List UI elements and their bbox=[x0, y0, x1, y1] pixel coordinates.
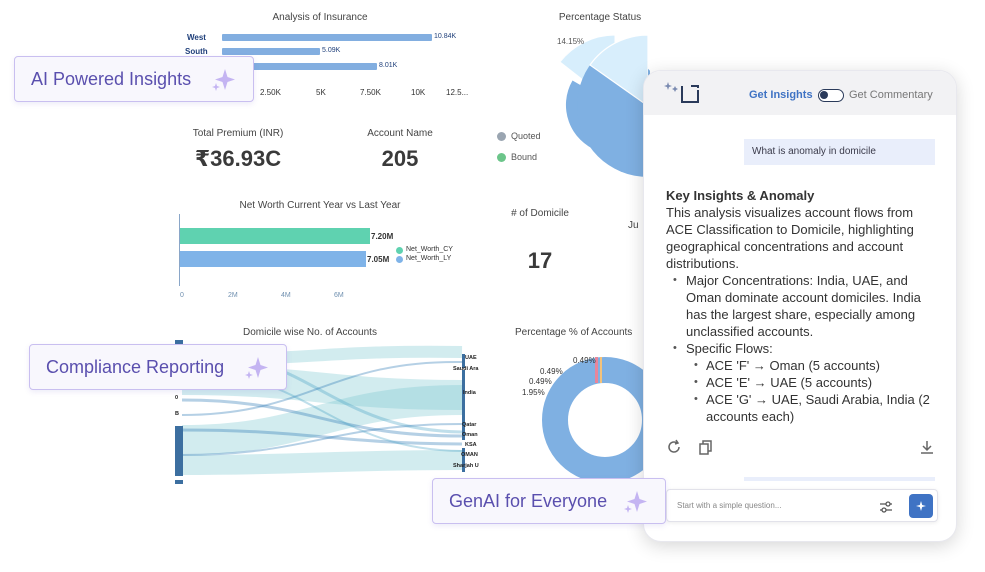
net-worth-tick: 6M bbox=[334, 292, 344, 299]
sparkle-send-icon bbox=[916, 501, 926, 511]
net-worth-value-cy: 7.20M bbox=[371, 232, 394, 241]
account-name-label: Account Name bbox=[367, 128, 433, 139]
donut-label: 1.95% bbox=[522, 388, 545, 397]
percentage-status-pie-full bbox=[577, 35, 648, 177]
ai-insights-pill: AI Powered Insights bbox=[14, 56, 254, 102]
copy-icon[interactable] bbox=[698, 439, 714, 455]
insurance-tick: 2.50K bbox=[260, 88, 281, 97]
question-input[interactable]: Start with a simple question... bbox=[677, 501, 782, 510]
domicile-count-label: # of Domicile bbox=[511, 208, 569, 219]
net-worth-tick: 0 bbox=[180, 292, 184, 299]
donut-label: 0.49% bbox=[573, 356, 596, 365]
partial-kpi-label: Ju bbox=[628, 220, 639, 231]
accounts-donut[interactable] bbox=[540, 355, 650, 485]
send-button[interactable] bbox=[909, 494, 933, 518]
legend-dot-bound bbox=[497, 153, 506, 162]
tab-get-insights[interactable]: Get Insights bbox=[749, 89, 813, 101]
regenerate-icon[interactable] bbox=[666, 439, 682, 455]
compliance-pill-label: Compliance Reporting bbox=[46, 356, 225, 377]
answer-bullet-flows: Specific Flows: bbox=[666, 340, 938, 357]
net-worth-axis bbox=[179, 214, 180, 286]
total-premium-label: Total Premium (INR) bbox=[192, 128, 284, 139]
net-worth-tick: 2M bbox=[228, 292, 238, 299]
net-worth-bar-cy[interactable] bbox=[180, 228, 370, 244]
sankey-right-label: India bbox=[463, 390, 476, 396]
net-worth-tick: 4M bbox=[281, 292, 291, 299]
domicile-count-value: 17 bbox=[527, 248, 553, 273]
sankey-left-label: B bbox=[175, 411, 179, 417]
legend-label-cy: Net_Worth_CY bbox=[406, 246, 453, 253]
percentage-status-title: Percentage Status bbox=[558, 12, 642, 23]
total-premium-value: ₹36.93C bbox=[194, 146, 282, 171]
insights-answer: Key Insights & Anomaly This analysis vis… bbox=[666, 187, 938, 425]
legend-dot-cy bbox=[396, 247, 403, 254]
insurance-tick: 12.5... bbox=[446, 88, 469, 97]
ai-insights-pill-label: AI Powered Insights bbox=[31, 68, 192, 89]
insurance-tick: 5K bbox=[316, 88, 326, 97]
legend-dot-quoted bbox=[497, 132, 506, 141]
sankey-right-label: UAE bbox=[465, 355, 477, 361]
insurance-chart-title: Analysis of Insurance bbox=[272, 12, 368, 23]
sankey-right-label: OMAN bbox=[461, 452, 478, 458]
next-message-strip bbox=[744, 477, 935, 481]
donut-title: Percentage % of Accounts bbox=[515, 327, 633, 338]
sparkle-icon bbox=[245, 357, 268, 379]
net-worth-value-ly: 7.05M bbox=[367, 255, 390, 264]
question-input-box[interactable]: Start with a simple question... bbox=[666, 489, 938, 522]
genai-pill-label: GenAI for Everyone bbox=[449, 490, 608, 511]
pie-slice-label: 14.15% bbox=[557, 37, 585, 46]
insurance-bar-label-south: South bbox=[185, 47, 208, 56]
answer-intro: This analysis visualizes account flows f… bbox=[666, 205, 914, 271]
sparkle-icon bbox=[212, 69, 235, 91]
sankey-right-label: Sharjah U bbox=[453, 463, 479, 469]
panel-header: Get Insights Get Commentary bbox=[644, 71, 956, 115]
net-worth-bar-ly[interactable] bbox=[180, 251, 366, 267]
insurance-bar-south[interactable] bbox=[222, 48, 320, 55]
legend-dot-ly bbox=[396, 256, 403, 263]
insurance-bar-value-south: 5.09K bbox=[322, 47, 341, 54]
answer-flow-item: ACE 'F' → Oman (5 accounts) bbox=[666, 357, 938, 374]
user-question-bubble: What is anomaly in domicile bbox=[744, 139, 935, 165]
legend-label-ly: Net_Worth_LY bbox=[406, 255, 452, 262]
answer-bullet-major: Major Concentrations: India, UAE, and Om… bbox=[666, 272, 938, 340]
legend-label-bound: Bound bbox=[511, 152, 538, 162]
insurance-bar-third[interactable] bbox=[222, 63, 377, 70]
download-icon[interactable] bbox=[919, 439, 935, 455]
genai-pill: GenAI for Everyone bbox=[432, 478, 666, 524]
insights-panel: Get Insights Get Commentary What is anom… bbox=[643, 70, 957, 542]
insurance-tick: 10K bbox=[411, 88, 426, 97]
insurance-tick: 7.50K bbox=[360, 88, 381, 97]
insurance-bar-label-west: West bbox=[187, 33, 206, 42]
sankey-left-label: 0 bbox=[175, 395, 179, 401]
legend-label-quoted: Quoted bbox=[511, 131, 541, 141]
answer-heading: Key Insights & Anomaly bbox=[666, 188, 815, 203]
answer-flow-item: ACE 'E' → UAE (5 accounts) bbox=[666, 374, 938, 391]
insights-commentary-toggle[interactable] bbox=[818, 89, 844, 102]
sankey-right-label: Saudi Ara bbox=[453, 366, 479, 372]
compliance-pill: Compliance Reporting bbox=[29, 344, 287, 390]
sankey-title: Domicile wise No. of Accounts bbox=[243, 327, 377, 338]
tab-get-commentary[interactable]: Get Commentary bbox=[849, 89, 933, 101]
insurance-bar-value-west: 10.84K bbox=[434, 33, 457, 40]
sankey-right-label: Oman bbox=[462, 432, 478, 438]
sankey-right-label: Qatar bbox=[462, 422, 477, 428]
sankey-right-label: KSA bbox=[465, 442, 477, 448]
insurance-bar-west[interactable] bbox=[222, 34, 432, 41]
ai-frame-icon[interactable] bbox=[662, 80, 702, 106]
net-worth-title: Net Worth Current Year vs Last Year bbox=[239, 200, 401, 211]
account-name-value: 205 bbox=[381, 146, 419, 171]
donut-label: 0.49% bbox=[529, 377, 552, 386]
sparkle-icon bbox=[624, 491, 647, 513]
donut-label: 0.49% bbox=[540, 367, 563, 376]
filter-settings-icon[interactable] bbox=[878, 499, 894, 515]
answer-flow-item: ACE 'G' → UAE, Saudi Arabia, India (2 ac… bbox=[666, 391, 938, 425]
insurance-bar-value-third: 8.01K bbox=[379, 62, 398, 69]
